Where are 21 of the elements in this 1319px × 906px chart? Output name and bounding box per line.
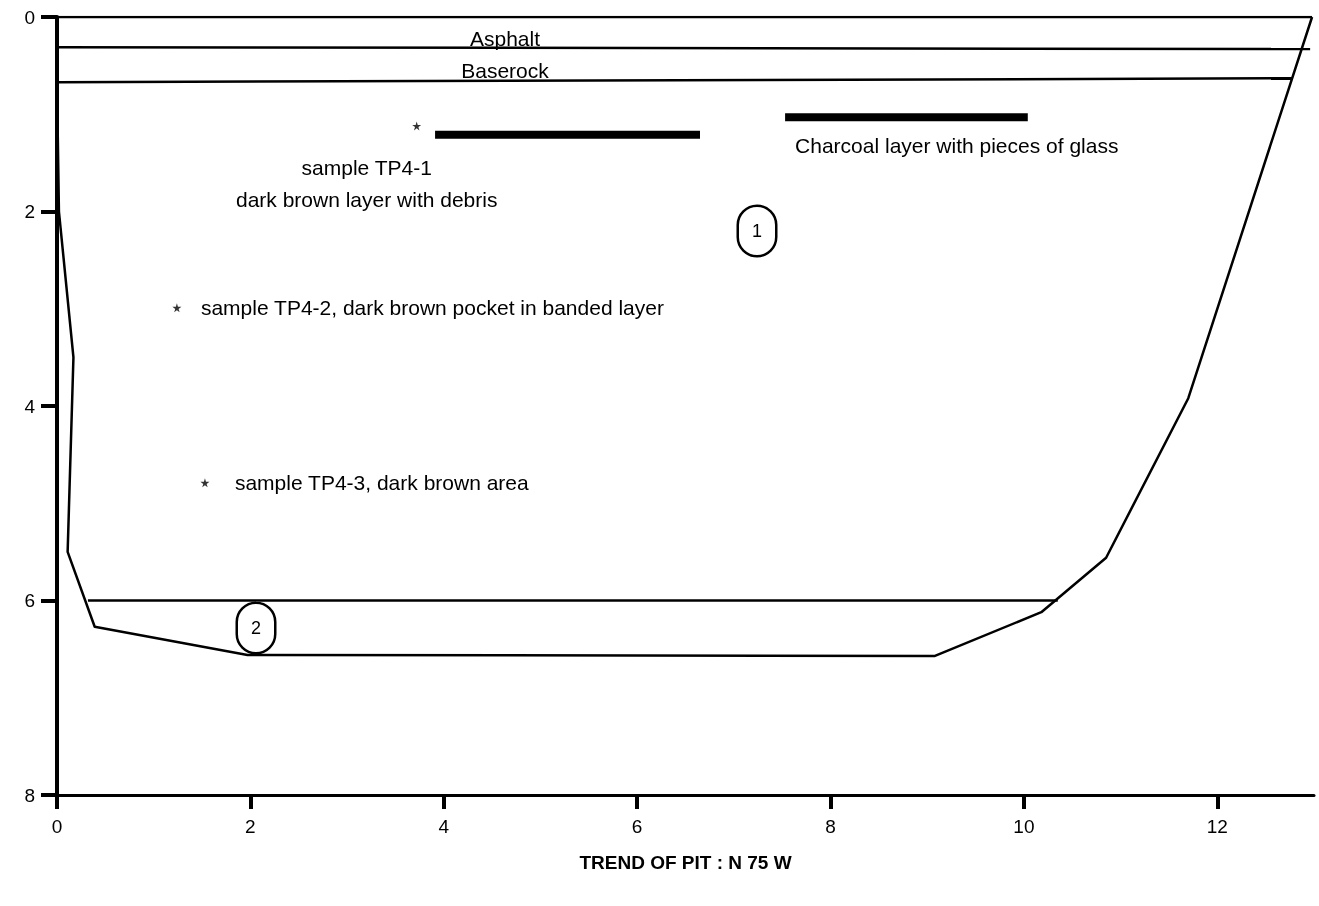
annotation: 1 bbox=[751, 221, 763, 241]
x-tick-label: 12 bbox=[1206, 816, 1228, 837]
x-tick-label: 4 bbox=[438, 816, 450, 837]
y-tick-label: 0 bbox=[24, 6, 35, 28]
y-tick-label: 6 bbox=[24, 590, 35, 611]
y-tick-label: 8 bbox=[24, 784, 35, 806]
y-tick-label: 2 bbox=[24, 201, 35, 222]
annotation: sample TP4-3, dark brown area bbox=[234, 471, 530, 495]
annotation: sample TP4-1 dark brown layer with debris bbox=[235, 156, 498, 212]
x-axis-title: TREND OF PIT : N 75 W bbox=[579, 852, 792, 873]
x-tick-label: 2 bbox=[245, 816, 256, 837]
x-tick-label: 6 bbox=[631, 816, 643, 837]
annotation: Asphalt bbox=[469, 26, 541, 50]
annotation: Charcoal layer with pieces of glass bbox=[795, 133, 1119, 157]
x-tick-label: 10 bbox=[1013, 816, 1035, 837]
x-tick-label: 8 bbox=[825, 816, 836, 837]
x-tick-label: 0 bbox=[51, 816, 63, 837]
annotation: sample TP4-2, dark brown pocket in banded layer bbox=[200, 296, 664, 320]
y-tick-label: 4 bbox=[24, 395, 36, 417]
annotation: 2 bbox=[250, 618, 262, 638]
annotation: Baserock bbox=[461, 58, 550, 82]
